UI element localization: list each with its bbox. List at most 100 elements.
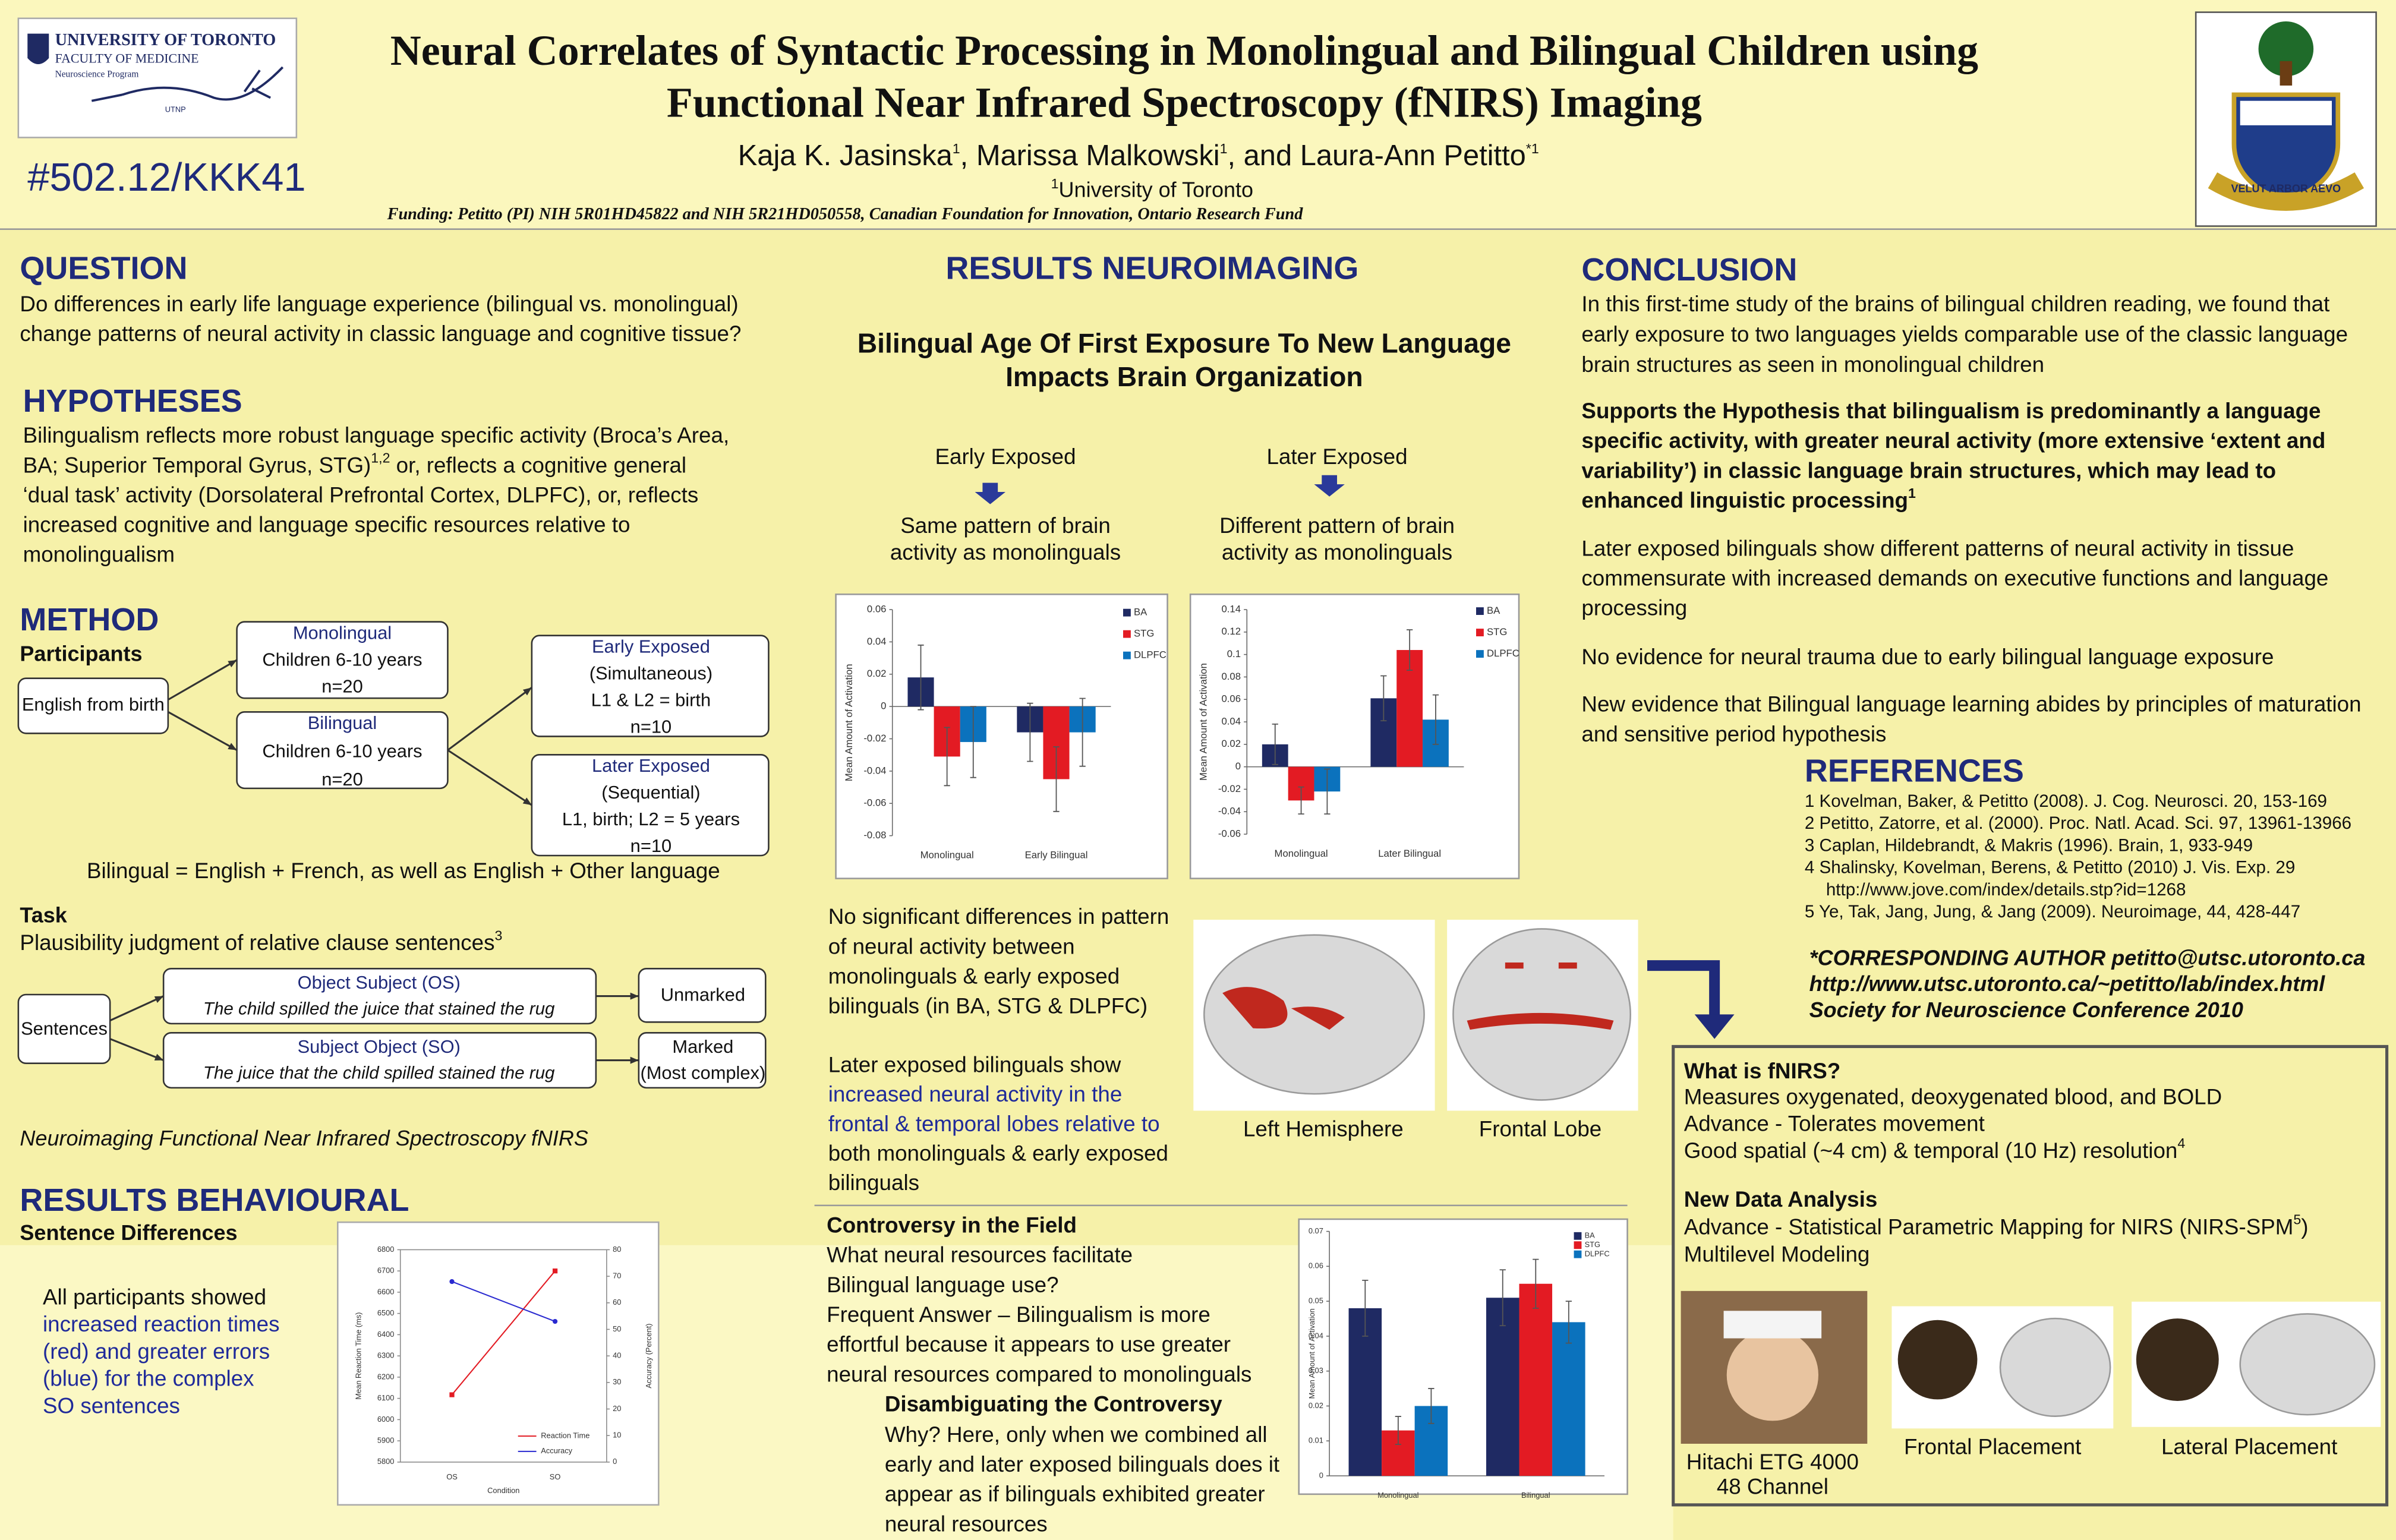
section-heading: RESULTS BEHAVIOURAL [20,1182,409,1218]
section-heading: REFERENCES [1805,753,2024,788]
reference: http://www.jove.com/index/details.stp?id… [1826,880,2186,900]
poster-title: Functional Near Infrared Spectroscopy (f… [667,79,1702,127]
header-background [0,0,2396,229]
logo-shield [27,33,49,64]
text-line: increased neural activity in the [828,1082,1123,1106]
chart-frame [1189,594,1520,879]
legend-label: STG [1134,628,1154,639]
y-axis-label: Mean Amount of Activation [1198,663,1209,781]
bar [1552,1322,1585,1476]
error-bar [1432,694,1439,745]
bar [1486,1298,1519,1476]
text-line: Measures oxygenated, deoxygenated blood,… [1684,1085,2222,1109]
text-span: Advance - Statistical Parametric Mapping… [1684,1214,2294,1239]
arrow-head [228,659,237,668]
error-bar [1407,629,1413,671]
text-line: frontal & temporal lobes relative to [828,1112,1160,1136]
text-line: Good spatial (~4 cm) & temporal (10 Hz) … [1684,1135,2186,1162]
y-tick-label: 0.06 [867,603,887,614]
point [552,1268,558,1274]
point [449,1279,455,1285]
flow-label: Monolingual [293,622,392,643]
superscript: 1 [953,141,960,156]
y-tick-label: 0.02 [867,668,887,679]
brain-model [1999,1317,2111,1417]
crest-chief [2240,100,2332,125]
pointer-arrow [1647,960,1720,1018]
flow-label: Sentences [21,1018,108,1039]
flow-label: Early Exposed [592,636,710,657]
down-arrow [975,482,1005,504]
superscript: *1 [1526,141,1539,156]
legend-label: BA [1487,605,1500,616]
legend-label: Accuracy [541,1446,572,1455]
legend-label: STG [1487,626,1507,638]
subheading: Sentence Differences [20,1220,237,1245]
y-tick-label: 0 [1319,1470,1323,1479]
text-line: Advance - Tolerates movement [1684,1112,1985,1136]
y2-tick-label: 0 [613,1457,617,1466]
text-line: variability’) in classic language brain … [1581,458,2276,482]
flow-label: Subject Object (SO) [298,1036,461,1057]
text-line: No significant differences in pattern [828,904,1169,929]
text-line: monolinguals & early exposed [828,964,1120,988]
text-line: Later exposed bilinguals show [828,1053,1121,1077]
logo-unit: UTNP [165,105,186,114]
y-tick-label: 0.06 [1309,1261,1323,1270]
x-tick-label: SO [550,1472,561,1481]
text-span: Good spatial (~4 cm) & temporal (10 Hz) … [1684,1138,2178,1163]
crest-motto: VELUT ARBOR AEVO [2231,183,2341,195]
text-line: (red) and greater errors [43,1339,270,1364]
flow-label: (Simultaneous) [589,662,713,683]
text-line: Bilingualism reflects more robust langua… [23,423,730,447]
image-caption: Frontal Placement [1904,1434,2081,1459]
logo-neuron [91,66,284,102]
text-line: Different pattern of brain [1219,513,1455,538]
text-line: brain structures as seen in monolingual … [1581,352,2044,377]
y-tick-label: 5800 [377,1457,395,1466]
legend-label: BA [1134,607,1147,618]
subtitle: Bilingual Age Of First Exposure To New L… [857,327,1511,358]
y-tick-label: -0.02 [863,733,886,744]
text-line: New evidence that Bilingual language lea… [1581,692,2361,717]
y-tick-label: 5900 [377,1436,395,1445]
error-bar [1298,786,1304,815]
y-tick-label: -0.06 [863,797,886,809]
flow-label: n=10 [630,716,671,737]
y-axis-label: Mean Amount of Activation [843,664,855,781]
flow-box [17,677,169,734]
text-line: enhanced linguistic processing1 [1581,485,1916,512]
text-line: ‘dual task’ activity (Dorsolateral Prefr… [23,482,699,507]
text-line: Later Exposed [1266,444,1407,469]
legend-label: DLPFC [1134,649,1167,661]
reference: 1 Kovelman, Baker, & Petitto (2008). J. … [1805,791,2327,811]
logo-university: UNIVERSITY OF TORONTO [55,31,276,49]
y-tick-label: 0.02 [1221,738,1241,749]
pointer-arrow-head [1694,1014,1735,1039]
flow-label: (Most complex) [640,1062,765,1083]
text-line: both monolinguals & early exposed [828,1141,1168,1165]
text-line: bilinguals [828,1170,919,1195]
text-line: appear as if bilinguals exhibited greate… [885,1482,1265,1506]
reference: 5 Ye, Tak, Jang, Jung, & Jang (2009). Ne… [1805,902,2300,922]
text-span: enhanced linguistic processing [1581,488,1908,512]
superscript: 1,2 [371,450,390,466]
corresponding: *CORRESPONDING AUTHOR petitto@utsc.utoro… [1809,945,2366,970]
image-caption: 48 Channel [1717,1474,1828,1498]
y2-tick-label: 50 [613,1324,621,1333]
y-tick-label: -0.06 [1218,828,1241,839]
error-bar [1565,1301,1572,1344]
y-tick-label: 0 [1235,760,1241,772]
flow-arrow [447,749,532,806]
corresponding: Society for Neuroscience Conference 2010 [1809,998,2243,1022]
reference: 3 Caplan, Hildebrandt, & Makris (1996). … [1805,835,2253,855]
error-bar [1499,1269,1506,1327]
text-line: commensurate with increased demands on e… [1581,566,2328,591]
flow-label: L1, birth; L2 = 5 years [562,809,740,829]
arrow-head [522,797,532,806]
error-bar [1324,768,1331,815]
x-tick-label: Later Bilingual [1378,848,1441,859]
text-line: effortful because it appears to use grea… [827,1332,1231,1356]
text-line: Do differences in early life language ex… [20,292,738,316]
